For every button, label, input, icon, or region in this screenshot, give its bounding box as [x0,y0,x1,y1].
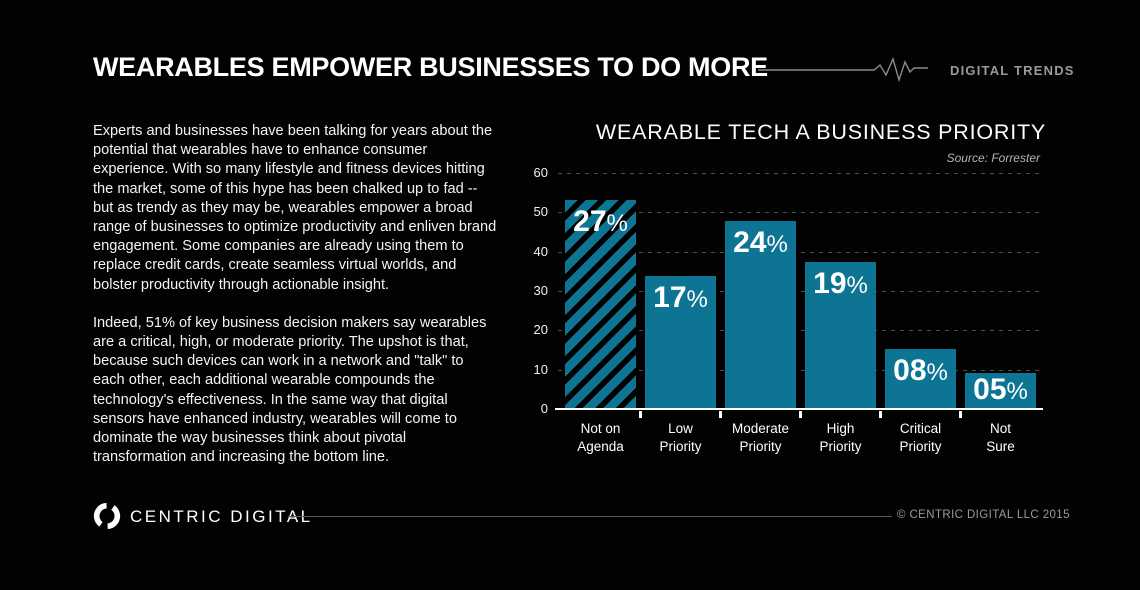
y-tick-label-20: 20 [533,322,548,338]
bar-not-on-agenda: 27% [565,199,636,408]
footer-copyright: © CENTRIC DIGITAL LLC 2015 [897,509,1070,521]
gridline-50 [558,212,1040,214]
y-tick-label-40: 40 [533,243,548,259]
gridline-10 [558,369,1040,371]
x-axis-tick [639,411,642,418]
x-axis-tick [879,411,882,418]
y-tick-label-0: 0 [540,401,548,416]
x-category-label: Not on Agenda [577,421,624,454]
x-axis-tick [719,411,722,418]
x-axis-tick [799,411,802,418]
pulse-icon [758,56,928,83]
header-brand-area: DIGITAL TRENDS [758,56,1073,84]
bar-value-label: 08% [893,354,948,387]
gridline-20 [558,330,1040,332]
bar-critical-priority: 08% [885,349,956,408]
plot-area: 0 10 20 30 40 50 60 27% Not on Agenda 17% Low Priori… [534,165,1043,454]
bar-value-label: 05% [973,372,1028,406]
intro-paragraph-2: Indeed, 51% of key business decision mak… [93,314,487,466]
x-category-label: Low Priority [659,421,702,454]
footer-divider-line [288,516,892,517]
chart-title: WEARABLE TECH A BUSINESS PRIORITY [595,120,1047,144]
x-category-label: Critical Priority [899,421,942,454]
bar-high-priority: 19% [805,262,876,408]
gridline-30 [558,291,1040,292]
intro-paragraph-1: Experts and businesses have been talking… [93,123,497,293]
bar-moderate-priority: 24% [725,221,796,408]
bar-value-label: 27% [573,204,628,238]
centric-digital-logo [93,502,121,530]
y-tick-label-30: 30 [533,283,548,298]
page-title: WEARABLES EMPOWER BUSINESSES TO DO MORE [93,52,768,82]
x-axis-line [555,408,1043,410]
intro-copy: Experts and businesses have been talking… [93,122,499,467]
y-tick-label-50: 50 [533,204,548,220]
gridline-40 [558,251,1040,253]
bar-value-label: 19% [813,267,868,301]
bar-low-priority: 17% [645,276,716,408]
bar-not-sure: 05% [965,372,1036,408]
x-category-label: Not Sure [986,421,1015,454]
bar-value-label: 24% [733,226,788,260]
chart-source: Source: Forrester [946,151,1040,165]
y-tick-label-10: 10 [533,361,548,377]
bar-value-label: 17% [653,281,708,315]
gridline-60 [558,173,1040,174]
y-tick-label-60: 60 [533,165,548,180]
footer-brand-label: CENTRIC DIGITAL [130,507,313,526]
x-axis-tick [959,411,962,418]
x-category-label: High Priority [819,421,862,454]
x-category-label: Moderate Priority [731,421,790,454]
brand-tag-label: DIGITAL TRENDS [950,62,1075,78]
